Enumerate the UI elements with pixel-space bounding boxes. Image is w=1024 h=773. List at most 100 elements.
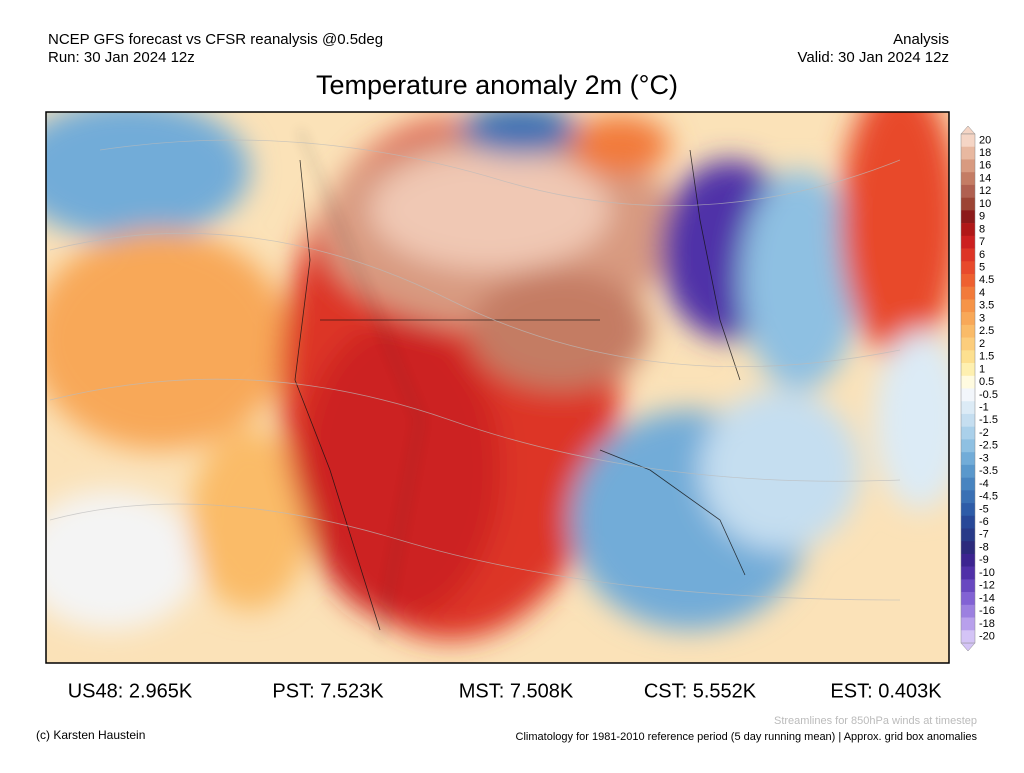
colorbar-swatch (961, 197, 975, 211)
colorbar-swatch (961, 604, 975, 618)
colorbar-swatch (961, 363, 975, 377)
colorbar-swatch (961, 630, 975, 644)
colorbar-label: -8 (979, 541, 989, 553)
colorbar-swatch (961, 503, 975, 517)
stat-value: PST: 7.523K (272, 680, 384, 702)
colorbar-label: -2 (979, 427, 989, 439)
colorbar-swatch (961, 312, 975, 326)
colorbar-swatch (961, 426, 975, 440)
colorbar-swatch (961, 413, 975, 427)
colorbar-swatch (961, 248, 975, 262)
map-frame (45, 111, 950, 664)
colorbar-swatch (961, 553, 975, 567)
colorbar-swatch (961, 439, 975, 453)
colorbar-swatch (961, 541, 975, 555)
colorbar-label: 14 (979, 172, 991, 184)
colorbar-label: -16 (979, 605, 995, 617)
colorbar-swatch (961, 388, 975, 402)
stats-row: US48: 2.965K PST: 7.523K MST: 7.508K CST: 5… (68, 680, 943, 702)
colorbar-swatch (961, 592, 975, 606)
stat-value: EST: 0.403K (830, 680, 942, 702)
colorbar-swatch (961, 350, 975, 364)
colorbar-label: -20 (979, 631, 995, 643)
colorbar-tip (960, 125, 976, 135)
header-line: Valid: 30 Jan 2024 12z (797, 49, 949, 66)
colorbar-swatch (961, 464, 975, 478)
header-line: Run: 30 Jan 2024 12z (48, 49, 195, 66)
colorbar-label: -1.5 (979, 414, 998, 426)
colorbar-label: -18 (979, 618, 995, 630)
colorbar-label: 6 (979, 249, 985, 261)
colorbar-swatch (961, 299, 975, 313)
colorbar-swatch (961, 286, 975, 300)
colorbar-swatch (961, 324, 975, 338)
colorbar-label: -4.5 (979, 491, 998, 503)
colorbar-label: -3.5 (979, 465, 998, 477)
colorbar-swatch (961, 223, 975, 237)
colorbar-label: -6 (979, 516, 989, 528)
colorbar-label: 8 (979, 223, 985, 235)
colorbar-swatch (961, 159, 975, 173)
colorbar-swatch (961, 134, 975, 148)
colorbar-label: -12 (979, 580, 995, 592)
colorbar-label: 12 (979, 185, 991, 197)
colorbar-label: 0.5 (979, 376, 994, 388)
colorbar-label: 1.5 (979, 351, 994, 363)
colorbar-label: 4.5 (979, 274, 994, 286)
colorbar-label: 7 (979, 236, 985, 248)
colorbar-label: 9 (979, 211, 985, 223)
colorbar-swatch (961, 261, 975, 275)
colorbar-frame (960, 133, 976, 644)
map-title: Temperature anomaly 2m (°C) (316, 70, 678, 100)
colorbar-label: 4 (979, 287, 985, 299)
colorbar-label: 20 (979, 134, 991, 146)
colorbar-swatch (961, 477, 975, 491)
colorbar-swatch (961, 617, 975, 631)
colorbar-swatch (961, 210, 975, 224)
colorbar-swatch (961, 452, 975, 466)
colorbar-label: -1 (979, 401, 989, 413)
colorbar-label: 1 (979, 363, 985, 375)
colorbar-tip (960, 642, 976, 652)
colorbar-label: -3 (979, 452, 989, 464)
colorbar-swatch (961, 375, 975, 389)
stat-value: US48: 2.965K (68, 680, 193, 702)
colorbar-label: -10 (979, 567, 995, 579)
colorbar-label: -14 (979, 592, 995, 604)
colorbar-swatch (961, 337, 975, 351)
colorbar-swatch (961, 172, 975, 186)
colorbar-label: -2.5 (979, 440, 998, 452)
colorbar-label: -7 (979, 529, 989, 541)
colorbar-label: 3.5 (979, 300, 994, 312)
colorbar-swatch (961, 490, 975, 504)
climatology-note: Climatology for 1981-2010 reference peri… (516, 731, 978, 743)
credit: (c) Karsten Haustein (36, 728, 145, 742)
colorbar-swatch (961, 146, 975, 160)
colorbar-label: -0.5 (979, 389, 998, 401)
header-line: NCEP GFS forecast vs CFSR reanalysis @0.… (48, 31, 383, 48)
colorbar-swatch (961, 235, 975, 249)
colorbar-swatch (961, 528, 975, 542)
streamline-note: Streamlines for 850hPa winds at timestep (774, 715, 977, 727)
map (46, 112, 949, 663)
colorbar-label: -9 (979, 554, 989, 566)
colorbar-swatch (961, 184, 975, 198)
colorbar-label: 10 (979, 198, 991, 210)
colorbar-swatch (961, 515, 975, 529)
colorbar-swatch (961, 273, 975, 287)
colorbar-label: 16 (979, 160, 991, 172)
colorbar-label: -5 (979, 503, 989, 515)
colorbar: 201816141210987654.543.532.521.510.5-0.5… (960, 125, 998, 652)
colorbar-swatch (961, 401, 975, 415)
colorbar-label: 5 (979, 262, 985, 274)
stat-value: CST: 5.552K (644, 680, 757, 702)
colorbar-swatch (961, 579, 975, 593)
header-line: Analysis (893, 31, 949, 48)
colorbar-swatch (961, 566, 975, 580)
colorbar-label: -4 (979, 478, 989, 490)
colorbar-label: 2.5 (979, 325, 994, 337)
colorbar-label: 3 (979, 312, 985, 324)
colorbar-label: 2 (979, 338, 985, 350)
colorbar-label: 18 (979, 147, 991, 159)
